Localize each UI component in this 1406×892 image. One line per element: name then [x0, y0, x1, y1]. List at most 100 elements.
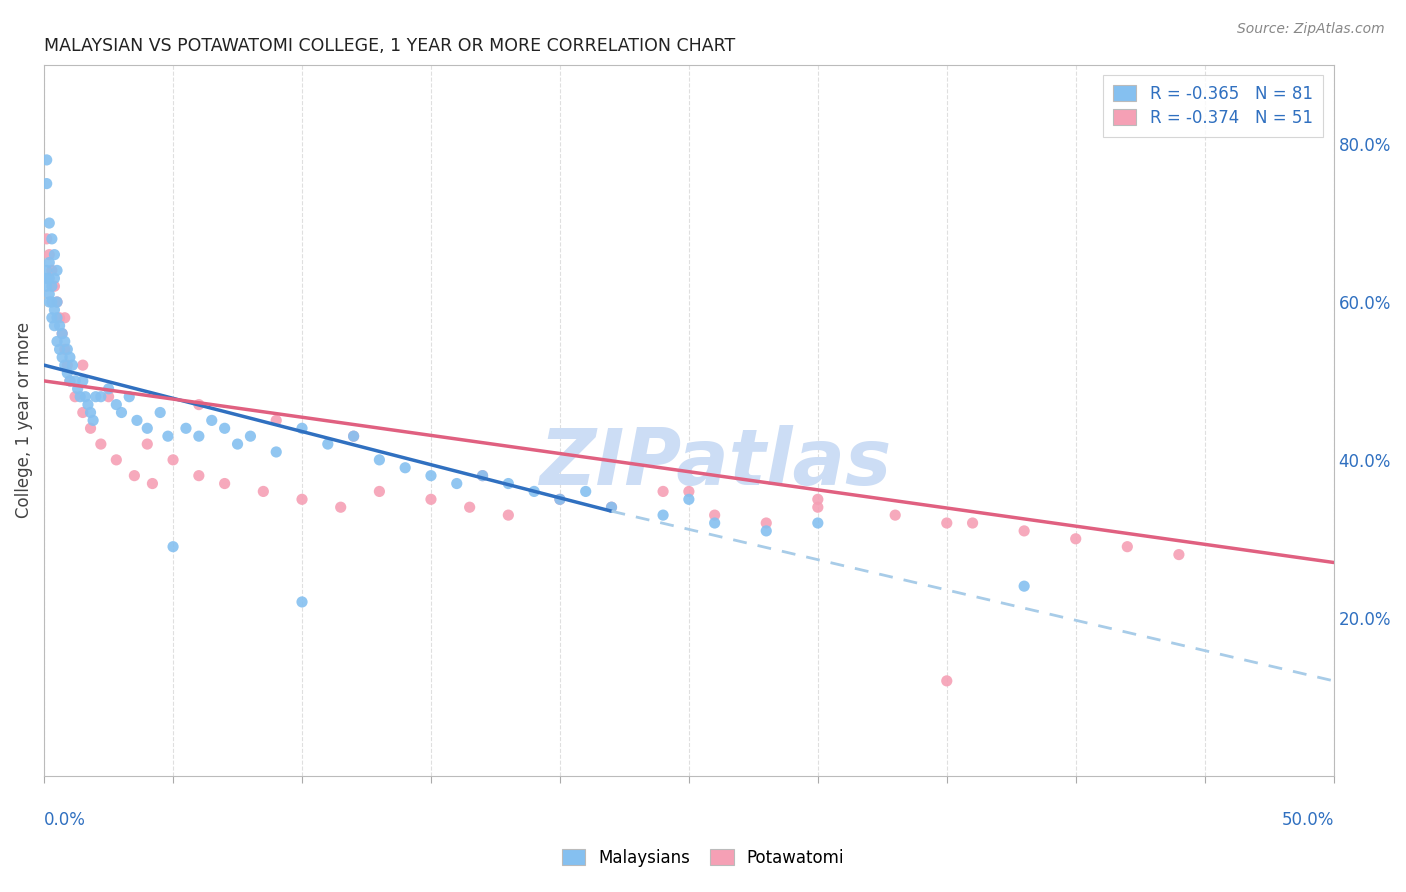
Point — [44, 302, 66, 317]
Point — [291, 595, 314, 609]
Point — [44, 247, 66, 261]
Point — [446, 476, 468, 491]
Point — [46, 295, 69, 310]
Point — [368, 484, 391, 499]
Point — [652, 484, 675, 499]
Point — [35, 177, 58, 191]
Point — [162, 453, 184, 467]
Point — [63, 390, 86, 404]
Point — [162, 540, 184, 554]
Legend: R = -0.365   N = 81, R = -0.374   N = 51: R = -0.365 N = 81, R = -0.374 N = 51 — [1104, 75, 1323, 136]
Point — [63, 374, 86, 388]
Point — [807, 500, 830, 515]
Text: 0.0%: 0.0% — [44, 811, 86, 830]
Point — [56, 366, 79, 380]
Point — [41, 232, 63, 246]
Point — [82, 413, 104, 427]
Point — [575, 484, 598, 499]
Point — [420, 492, 443, 507]
Point — [44, 279, 66, 293]
Point — [149, 405, 172, 419]
Point — [56, 358, 79, 372]
Legend: Malaysians, Potawatomi: Malaysians, Potawatomi — [551, 838, 855, 877]
Point — [703, 508, 725, 522]
Point — [48, 310, 70, 325]
Point — [69, 390, 91, 404]
Point — [678, 484, 700, 499]
Point — [394, 460, 416, 475]
Point — [678, 492, 700, 507]
Point — [342, 429, 364, 443]
Point — [239, 429, 262, 443]
Point — [77, 398, 100, 412]
Point — [97, 382, 120, 396]
Point — [118, 390, 141, 404]
Point — [329, 500, 352, 515]
Point — [59, 374, 82, 388]
Point — [48, 318, 70, 333]
Point — [342, 429, 364, 443]
Point — [252, 484, 274, 499]
Point — [807, 492, 830, 507]
Point — [41, 263, 63, 277]
Point — [38, 287, 60, 301]
Point — [35, 232, 58, 246]
Point — [141, 476, 163, 491]
Text: ZIPatlas: ZIPatlas — [538, 425, 891, 501]
Point — [264, 445, 287, 459]
Point — [110, 405, 132, 419]
Point — [1012, 524, 1035, 538]
Point — [935, 673, 957, 688]
Point — [187, 429, 209, 443]
Point — [498, 476, 520, 491]
Point — [59, 350, 82, 364]
Point — [35, 153, 58, 167]
Point — [90, 437, 112, 451]
Point — [51, 326, 73, 341]
Point — [53, 343, 76, 357]
Point — [214, 421, 236, 435]
Point — [264, 413, 287, 427]
Point — [72, 358, 94, 372]
Point — [44, 318, 66, 333]
Point — [38, 255, 60, 269]
Point — [600, 500, 623, 515]
Point — [201, 413, 224, 427]
Point — [652, 508, 675, 522]
Point — [35, 263, 58, 277]
Point — [38, 247, 60, 261]
Point — [38, 295, 60, 310]
Text: 50.0%: 50.0% — [1281, 811, 1334, 830]
Point — [72, 405, 94, 419]
Point — [56, 343, 79, 357]
Point — [136, 437, 159, 451]
Point — [46, 310, 69, 325]
Point — [548, 492, 571, 507]
Point — [226, 437, 249, 451]
Point — [316, 437, 339, 451]
Point — [41, 295, 63, 310]
Point — [1116, 540, 1139, 554]
Point — [136, 421, 159, 435]
Point — [84, 390, 107, 404]
Point — [124, 468, 146, 483]
Point — [41, 310, 63, 325]
Point — [35, 271, 58, 285]
Point — [46, 263, 69, 277]
Text: MALAYSIAN VS POTAWATOMI COLLEGE, 1 YEAR OR MORE CORRELATION CHART: MALAYSIAN VS POTAWATOMI COLLEGE, 1 YEAR … — [44, 37, 735, 55]
Point — [90, 390, 112, 404]
Point — [187, 398, 209, 412]
Point — [548, 492, 571, 507]
Point — [97, 390, 120, 404]
Point — [471, 468, 494, 483]
Point — [420, 468, 443, 483]
Point — [79, 405, 101, 419]
Point — [66, 382, 89, 396]
Point — [458, 500, 481, 515]
Point — [53, 334, 76, 349]
Point — [703, 516, 725, 530]
Point — [523, 484, 546, 499]
Point — [59, 374, 82, 388]
Point — [38, 216, 60, 230]
Point — [125, 413, 148, 427]
